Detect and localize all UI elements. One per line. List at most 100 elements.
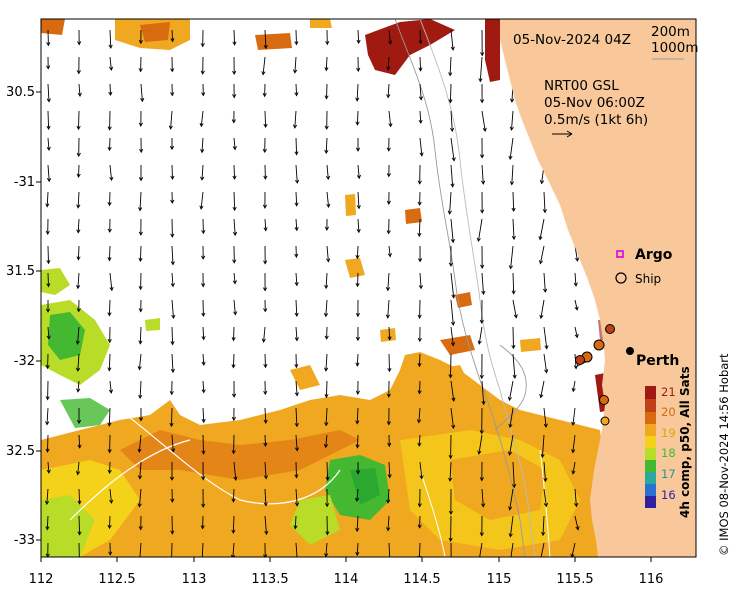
current-vector-head xyxy=(294,392,299,397)
current-vector xyxy=(200,191,204,209)
current-vector-head xyxy=(262,92,267,98)
current-vector xyxy=(295,191,298,206)
current-vector-head xyxy=(138,231,143,236)
current-vector xyxy=(543,488,547,507)
current-vector-head xyxy=(232,393,237,398)
current-vector-head xyxy=(170,38,175,43)
y-tick-30.5: 30.5 xyxy=(6,85,35,100)
current-vector-head xyxy=(293,525,298,530)
current-vector xyxy=(511,164,514,185)
current-vector-head xyxy=(232,70,237,76)
current-vector-head xyxy=(45,308,51,313)
current-vector xyxy=(264,515,267,535)
current-vector xyxy=(450,407,454,429)
current-vector-head xyxy=(355,420,360,425)
current-vector-head xyxy=(231,337,236,342)
current-vector-head xyxy=(324,149,329,155)
current-vector xyxy=(508,380,514,401)
current-vector xyxy=(78,488,81,504)
current-vector-head xyxy=(46,177,52,183)
current-vector-head xyxy=(387,336,392,341)
current-vector xyxy=(357,191,360,209)
current-vector-head xyxy=(171,448,176,453)
current-vector-head xyxy=(231,416,236,422)
current-vector-head xyxy=(477,450,482,455)
current-vector xyxy=(77,218,80,233)
current-vector-head xyxy=(263,363,268,369)
current-vector-head xyxy=(418,67,423,72)
current-vector-head xyxy=(45,526,50,531)
current-vector-head xyxy=(261,338,266,343)
current-vector-head xyxy=(574,306,579,311)
current-vector xyxy=(233,191,236,211)
credit-text: © IMOS 08-Nov-2024 14:56 Hobart xyxy=(717,353,731,556)
current-vector xyxy=(572,434,576,453)
current-vector xyxy=(171,245,174,265)
current-vector xyxy=(109,515,111,529)
current-vector xyxy=(77,461,80,475)
current-vector xyxy=(357,272,359,287)
current-vector-head xyxy=(263,45,268,50)
current-vector-head xyxy=(46,283,51,288)
current-vector-head xyxy=(170,530,175,535)
current-vector-head xyxy=(450,183,455,188)
current-vector-head xyxy=(508,265,513,270)
current-vector xyxy=(419,137,423,156)
current-vector-head xyxy=(386,173,391,178)
current-vector-head xyxy=(417,442,422,447)
current-vector xyxy=(171,407,173,427)
current-vector xyxy=(77,272,80,289)
current-vector-head xyxy=(509,561,512,564)
current-vector-head xyxy=(138,285,143,291)
current-vector xyxy=(233,326,235,341)
current-vector xyxy=(201,137,204,153)
current-vector-head xyxy=(417,337,422,343)
current-vector-head xyxy=(356,174,362,180)
current-vector-head xyxy=(539,180,545,185)
x-tick-115.5: 115.5 xyxy=(556,572,593,587)
current-vector-head xyxy=(477,561,480,564)
current-vector xyxy=(387,83,390,98)
current-vector xyxy=(450,218,454,243)
current-vector-head xyxy=(76,308,81,313)
current-vector-head xyxy=(108,389,114,394)
argo-marker-icon xyxy=(616,250,624,258)
current-vector-head xyxy=(264,530,269,536)
current-vector xyxy=(77,245,80,260)
current-vector-head xyxy=(326,203,331,209)
current-vector xyxy=(357,164,360,179)
current-vector xyxy=(46,407,49,425)
current-vector-head xyxy=(201,450,206,455)
current-vector xyxy=(295,542,298,557)
current-vector-head xyxy=(512,483,517,489)
current-vector-head xyxy=(231,529,236,534)
current-vector xyxy=(232,488,235,502)
current-vector-head xyxy=(326,258,331,263)
current-vector-head xyxy=(201,312,206,317)
current-vector-head xyxy=(539,314,544,320)
current-vector xyxy=(325,542,328,557)
current-vector xyxy=(109,272,113,291)
current-vector-head xyxy=(540,453,545,459)
current-vector xyxy=(511,110,514,131)
current-vector-head xyxy=(325,175,331,181)
current-vector xyxy=(481,164,484,184)
current-vector xyxy=(47,164,50,182)
current-vector xyxy=(233,137,236,150)
current-vector-head xyxy=(386,527,391,532)
current-vector-head xyxy=(77,444,82,449)
current-vector-head xyxy=(419,475,424,480)
current-vector-head xyxy=(451,157,456,162)
current-vector-head xyxy=(231,498,236,503)
current-vector-head xyxy=(138,308,143,313)
current-vector-head xyxy=(386,230,391,235)
current-vector xyxy=(572,461,576,474)
current-vector xyxy=(109,137,111,151)
current-vector xyxy=(543,326,548,349)
current-vector-head xyxy=(477,340,482,345)
current-vector-head xyxy=(323,443,329,449)
current-vector xyxy=(418,218,421,237)
current-vector xyxy=(171,299,174,319)
current-vector xyxy=(543,353,548,373)
